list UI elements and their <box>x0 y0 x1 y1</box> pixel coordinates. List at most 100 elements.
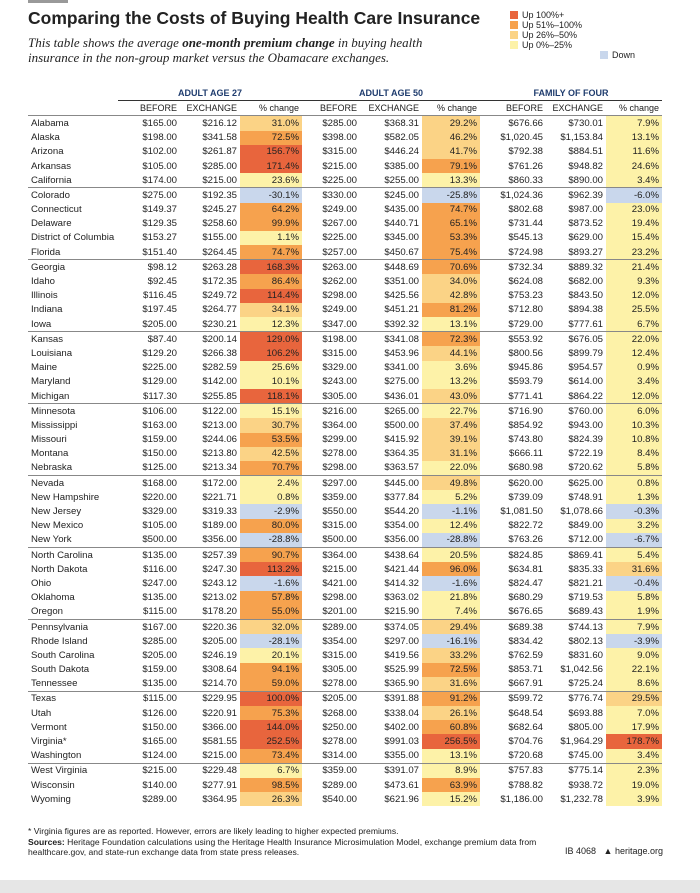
percent-change: 8.9% <box>422 763 480 778</box>
table-row: North Dakota $116.00 $247.30 113.2% $215.00 $… <box>28 562 662 577</box>
premium: $545.13 <box>508 232 543 244</box>
state: Wisconsin <box>31 779 75 791</box>
premium: $178.20 <box>180 604 240 620</box>
premium: $385.00 <box>384 160 419 172</box>
percent-change: -28.8% <box>422 532 480 548</box>
premium: $285.00 <box>202 160 237 172</box>
premium: $667.91 <box>480 676 546 692</box>
premium: $165.00 <box>142 736 177 748</box>
premium: $712.80 <box>508 304 543 316</box>
column-header: EXCHANGE <box>360 100 422 117</box>
percent-change: 2.4% <box>240 475 302 491</box>
title: Comparing the Costs of Buying Health Car… <box>28 8 481 28</box>
percent-change: 0.8% <box>240 490 302 505</box>
percent-change: 74.7% <box>422 202 480 217</box>
premium: $249.72 <box>202 290 237 302</box>
percent-change: 31.1% <box>422 446 480 461</box>
percent-change: 114.4% <box>240 288 302 303</box>
state: Missouri <box>31 434 67 446</box>
table-row: Louisiana $129.20 $266.38 106.2% $315.00 $453… <box>28 346 662 361</box>
premium: $860.33 <box>480 173 546 189</box>
premium: $391.07 <box>384 765 419 777</box>
premium: $165.00 <box>142 117 177 129</box>
premium: $761.26 <box>508 160 543 172</box>
premium: $263.28 <box>202 261 237 273</box>
premium: $753.23 <box>508 290 543 302</box>
premium: $297.00 <box>384 635 419 647</box>
premium: $341.00 <box>384 362 419 374</box>
percent-change: -28.1% <box>240 634 302 649</box>
premium: $729.00 <box>480 317 546 333</box>
premium: $225.00 <box>302 173 360 189</box>
percent-change: 5.4% <box>606 547 662 563</box>
premium: $257.39 <box>202 549 237 561</box>
group-header: ADULT AGE 50 <box>302 86 480 102</box>
percent-change: -6.0% <box>606 187 662 203</box>
premium: $289.00 <box>142 793 177 805</box>
state: Montana <box>31 448 69 460</box>
premium: $319.33 <box>202 506 237 518</box>
percent-change: 72.5% <box>422 662 480 677</box>
premium: $220.00 <box>142 491 177 503</box>
premium: $525.99 <box>384 664 419 676</box>
premium: $116.45 <box>143 290 177 302</box>
premium: $629.00 <box>568 232 603 244</box>
legend-label: Down <box>612 50 636 60</box>
premium: $243.00 <box>322 376 357 388</box>
percent-change: -1.6% <box>422 576 480 591</box>
percent-change: 31.6% <box>422 676 480 692</box>
premium: $172.00 <box>202 477 237 489</box>
premium: $625.00 <box>568 477 603 489</box>
premium: $229.95 <box>202 693 237 705</box>
percent-change: 178.7% <box>606 734 662 749</box>
premium: $277.91 <box>202 779 237 791</box>
legend-label: Up 26%–50% <box>522 30 578 40</box>
state: Maryland <box>31 376 71 388</box>
premium: $730.01 <box>568 117 603 129</box>
premium: $330.00 <box>322 189 357 201</box>
percent-change: 25.5% <box>606 302 662 317</box>
percent-change: 21.4% <box>606 259 662 275</box>
premium: $151.40 <box>118 245 180 261</box>
premium: $275.00 <box>142 189 177 201</box>
premium: $216.00 <box>322 405 357 417</box>
premium: $682.00 <box>568 276 603 288</box>
percent-change: 37.4% <box>422 418 480 433</box>
premium: $364.00 <box>322 549 357 561</box>
percent-change: 9.0% <box>606 648 662 663</box>
premium: $821.21 <box>568 577 603 589</box>
percent-change: 94.1% <box>240 662 302 677</box>
percent-change: 3.6% <box>422 360 480 375</box>
legend-column: Up 100%+ Up 51%–100% Up 26%–50% Up 0%–25% <box>510 10 600 50</box>
group-header: FAMILY OF FOUR <box>480 86 662 102</box>
premium: $620.00 <box>508 477 543 489</box>
premium: $884.51 <box>568 146 603 158</box>
premium: $213.80 <box>202 448 237 460</box>
premium: $893.27 <box>546 245 606 261</box>
premium: $553.92 <box>508 333 543 345</box>
premium: $962.39 <box>568 189 603 201</box>
bottom-strip <box>0 880 700 893</box>
state: Texas <box>31 693 57 705</box>
premium: $297.00 <box>322 477 357 489</box>
premium: $153.27 <box>142 232 177 244</box>
table-row: Connecticut $149.37 $245.27 64.2% $249.00 $43… <box>28 202 662 217</box>
premium: $213.34 <box>180 460 240 477</box>
table-row: Michigan $117.30 $255.85 118.1% $305.00 $436.… <box>28 388 662 405</box>
table-row: South Dakota $159.00 $308.64 94.1% $305.00 $5… <box>28 662 662 677</box>
premium: $364.35 <box>384 448 419 460</box>
premium: $315.00 <box>322 146 357 158</box>
table-row: Washington $124.00 $215.00 73.4% $314.00 $355… <box>28 748 662 764</box>
premium: $285.00 <box>322 117 357 129</box>
percent-change: 0.8% <box>606 475 662 491</box>
percent-change: 7.4% <box>422 604 480 620</box>
percent-change: 23.0% <box>606 202 662 217</box>
percent-change: 79.1% <box>422 158 480 174</box>
premium: $899.79 <box>568 347 603 359</box>
premium: $712.00 <box>546 532 606 548</box>
percent-change: 23.6% <box>240 173 302 189</box>
premium: $341.58 <box>202 132 237 144</box>
percent-change: 30.7% <box>240 418 302 433</box>
state: District of Columbia <box>31 232 115 244</box>
premium: $445.00 <box>384 477 419 489</box>
